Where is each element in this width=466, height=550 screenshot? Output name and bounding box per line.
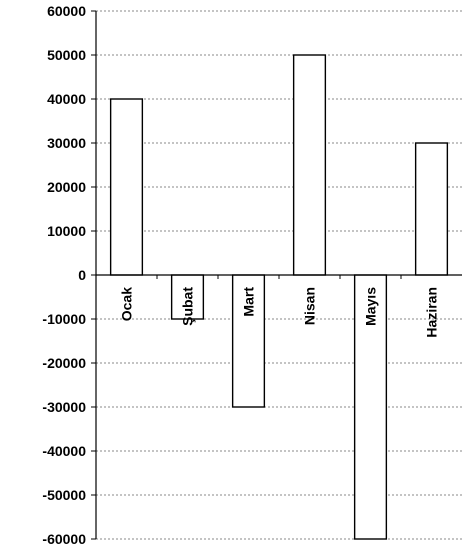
bar-3 xyxy=(292,54,327,276)
x-tick-label: Mayıs xyxy=(363,287,379,326)
x-tick-labels: Ocak Şubat Mart Nisan Mayıs Haziran xyxy=(119,287,440,338)
y-tick-label: 0 xyxy=(78,267,86,283)
y-tick-label: 50000 xyxy=(47,47,86,63)
y-tick-label: -20000 xyxy=(42,355,86,371)
y-tick-label: -60000 xyxy=(42,531,86,547)
bar-0 xyxy=(109,98,144,276)
x-tick-label: Nisan xyxy=(302,287,318,325)
axes xyxy=(91,10,462,540)
y-tick-label: 10000 xyxy=(47,223,86,239)
x-tick-label: Haziran xyxy=(424,287,440,338)
y-tick-labels: 60000 50000 40000 30000 20000 10000 0 -10000 -20… xyxy=(42,3,86,547)
x-tick-label: Şubat xyxy=(180,287,196,326)
bar-1 xyxy=(170,274,205,320)
y-tick-label: 30000 xyxy=(47,135,86,151)
bar-2 xyxy=(231,274,266,408)
grid-lines xyxy=(96,10,462,540)
y-tick-label: -50000 xyxy=(42,487,86,503)
y-tick-label: 40000 xyxy=(47,91,86,107)
x-tick-label: Mart xyxy=(241,287,257,317)
y-tick-label: -40000 xyxy=(42,443,86,459)
bars xyxy=(109,54,449,540)
y-tick-label: 20000 xyxy=(47,179,86,195)
x-tick-label: Ocak xyxy=(119,287,135,321)
y-tick-label: 60000 xyxy=(47,3,86,19)
bar-4 xyxy=(353,274,388,540)
y-tick-label: -10000 xyxy=(42,311,86,327)
y-tick-label: -30000 xyxy=(42,399,86,415)
bar-5 xyxy=(414,142,449,276)
